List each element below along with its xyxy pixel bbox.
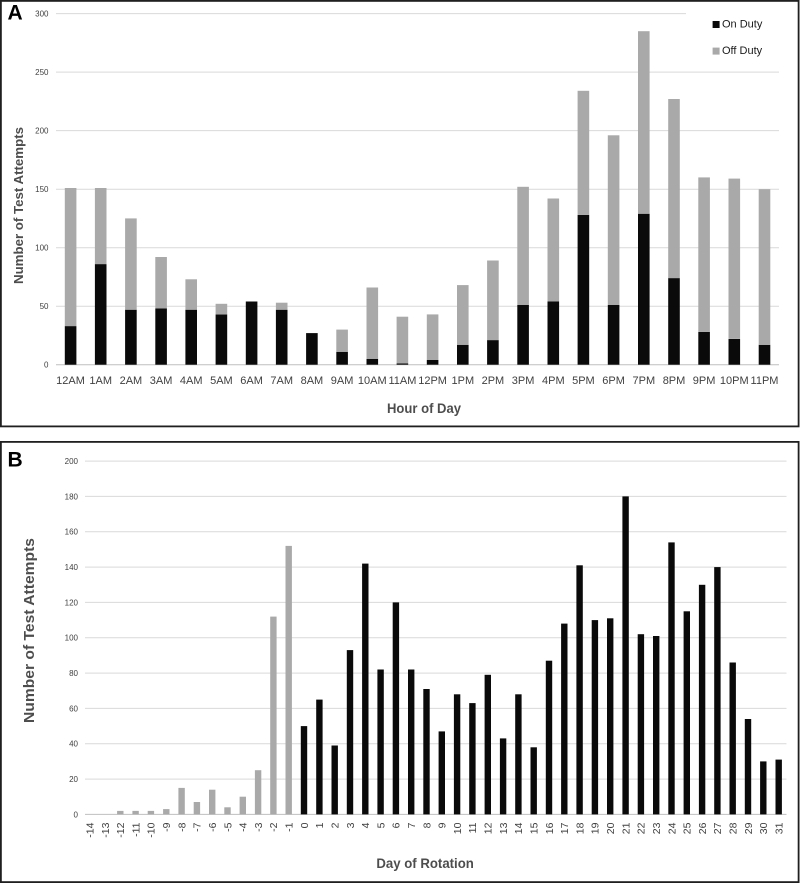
svg-text:8PM: 8PM — [663, 375, 686, 387]
svg-text:6AM: 6AM — [240, 375, 263, 387]
svg-text:150: 150 — [35, 185, 49, 194]
svg-text:4: 4 — [360, 822, 372, 828]
svg-text:29: 29 — [743, 822, 755, 834]
svg-text:2: 2 — [330, 822, 342, 828]
svg-text:-2: -2 — [268, 822, 280, 831]
svg-text:120: 120 — [65, 598, 79, 607]
svg-text:10PM: 10PM — [720, 375, 749, 387]
svg-text:140: 140 — [65, 563, 79, 572]
svg-text:13: 13 — [498, 822, 510, 834]
svg-text:24: 24 — [666, 822, 678, 834]
svg-text:17: 17 — [559, 822, 571, 834]
svg-text:3: 3 — [345, 822, 357, 828]
svg-text:-3: -3 — [253, 822, 265, 831]
svg-text:23: 23 — [651, 822, 663, 834]
svg-text:26: 26 — [697, 822, 709, 834]
svg-text:0: 0 — [74, 810, 79, 819]
svg-text:60: 60 — [69, 704, 78, 713]
svg-text:4AM: 4AM — [180, 375, 203, 387]
svg-text:-10: -10 — [146, 822, 158, 837]
svg-text:11AM: 11AM — [388, 375, 416, 387]
svg-text:-7: -7 — [192, 822, 204, 831]
svg-text:200: 200 — [35, 127, 49, 136]
svg-text:2PM: 2PM — [482, 375, 505, 387]
svg-text:-5: -5 — [222, 822, 234, 831]
svg-text:12AM: 12AM — [56, 375, 85, 387]
svg-text:3PM: 3PM — [512, 375, 535, 387]
svg-text:250: 250 — [35, 68, 49, 77]
svg-text:4PM: 4PM — [542, 375, 565, 387]
svg-text:-8: -8 — [176, 822, 188, 831]
svg-text:0: 0 — [299, 822, 311, 828]
svg-text:1AM: 1AM — [89, 375, 112, 387]
svg-text:80: 80 — [69, 669, 78, 678]
svg-text:Off Duty: Off Duty — [722, 45, 763, 57]
svg-text:Day of Rotation: Day of Rotation — [376, 855, 474, 871]
svg-text:-12: -12 — [115, 822, 127, 837]
svg-text:1: 1 — [314, 822, 326, 828]
svg-text:-14: -14 — [85, 822, 97, 837]
svg-text:-1: -1 — [284, 822, 296, 831]
svg-text:100: 100 — [35, 244, 49, 253]
svg-text:-9: -9 — [161, 822, 173, 831]
svg-text:10AM: 10AM — [358, 375, 387, 387]
svg-text:1PM: 1PM — [451, 375, 474, 387]
svg-text:5: 5 — [375, 822, 387, 828]
svg-text:21: 21 — [620, 822, 632, 834]
svg-text:7PM: 7PM — [632, 375, 655, 387]
svg-text:B: B — [8, 449, 23, 472]
svg-text:5AM: 5AM — [210, 375, 233, 387]
svg-text:8: 8 — [421, 822, 433, 828]
svg-text:40: 40 — [69, 740, 78, 749]
svg-text:5PM: 5PM — [572, 375, 595, 387]
svg-text:-13: -13 — [100, 822, 112, 837]
svg-text:27: 27 — [712, 822, 724, 834]
svg-text:19: 19 — [590, 822, 602, 834]
svg-text:28: 28 — [728, 822, 740, 834]
svg-text:3AM: 3AM — [150, 375, 173, 387]
svg-text:9AM: 9AM — [331, 375, 354, 387]
svg-text:300: 300 — [35, 10, 49, 19]
svg-text:25: 25 — [682, 822, 694, 834]
svg-text:8AM: 8AM — [301, 375, 324, 387]
svg-text:15: 15 — [529, 822, 541, 834]
svg-text:Hour of Day: Hour of Day — [387, 400, 461, 416]
svg-text:14: 14 — [513, 822, 525, 834]
svg-text:-6: -6 — [207, 822, 219, 831]
svg-text:22: 22 — [636, 822, 648, 834]
svg-text:On Duty: On Duty — [722, 19, 763, 31]
svg-text:A: A — [8, 2, 23, 25]
svg-text:180: 180 — [65, 492, 79, 501]
svg-text:7AM: 7AM — [270, 375, 293, 387]
svg-text:20: 20 — [69, 775, 78, 784]
svg-text:20: 20 — [605, 822, 617, 834]
svg-text:Number of Test Attempts: Number of Test Attempts — [22, 538, 38, 723]
svg-text:9: 9 — [437, 822, 449, 828]
svg-text:18: 18 — [574, 822, 586, 834]
svg-text:12: 12 — [483, 822, 495, 834]
svg-text:6: 6 — [391, 822, 403, 828]
svg-text:0: 0 — [44, 361, 49, 370]
svg-text:-11: -11 — [130, 822, 142, 837]
svg-text:16: 16 — [544, 822, 556, 834]
svg-text:100: 100 — [65, 634, 79, 643]
svg-text:50: 50 — [40, 302, 49, 311]
svg-text:11: 11 — [467, 822, 479, 833]
svg-text:12PM: 12PM — [418, 375, 447, 387]
svg-text:11PM: 11PM — [751, 375, 779, 387]
svg-text:9PM: 9PM — [693, 375, 716, 387]
svg-text:10: 10 — [452, 822, 464, 834]
svg-text:160: 160 — [65, 528, 79, 537]
svg-text:-4: -4 — [238, 822, 250, 831]
svg-text:2AM: 2AM — [120, 375, 143, 387]
svg-text:31: 31 — [774, 822, 786, 834]
svg-text:7: 7 — [406, 822, 418, 828]
svg-text:30: 30 — [758, 822, 770, 834]
svg-text:Number of Test Attempts: Number of Test Attempts — [11, 127, 26, 284]
svg-text:200: 200 — [65, 457, 79, 466]
svg-text:6PM: 6PM — [602, 375, 625, 387]
